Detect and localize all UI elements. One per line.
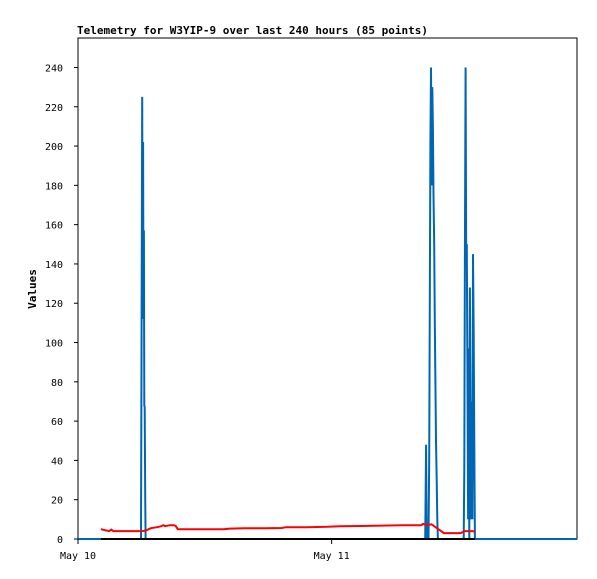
y-tick-label: 180	[45, 181, 63, 192]
y-tick-label: 40	[51, 456, 63, 467]
y-tick-label: 20	[51, 496, 63, 507]
y-tick-label: 60	[51, 417, 63, 428]
chart-title: Telemetry for W3YIP-9 over last 240 hour…	[77, 24, 428, 37]
y-tick-label: 0	[57, 535, 63, 546]
x-tick-label: May 11	[314, 551, 350, 562]
y-tick-label: 100	[45, 339, 63, 350]
y-axis-label: Values	[26, 269, 39, 309]
y-tick-label: 160	[45, 221, 63, 232]
x-axis-ticks: May 10 May 11	[60, 539, 350, 562]
y-tick-label: 140	[45, 260, 63, 271]
x-tick-label: May 10	[60, 551, 96, 562]
series-line-2	[100, 522, 476, 535]
y-tick-label: 80	[51, 378, 63, 389]
series-layer	[78, 67, 577, 540]
y-tick-label: 120	[45, 299, 63, 310]
y-tick-label: 240	[45, 63, 63, 74]
y-axis-ticks: 0 20 40 60 80 100 120 140 160 180 200 220 240	[45, 63, 78, 546]
y-tick-label: 200	[45, 142, 63, 153]
plot-frame	[77, 37, 578, 540]
y-tick-label: 220	[45, 103, 63, 114]
series-line-1	[78, 67, 577, 540]
